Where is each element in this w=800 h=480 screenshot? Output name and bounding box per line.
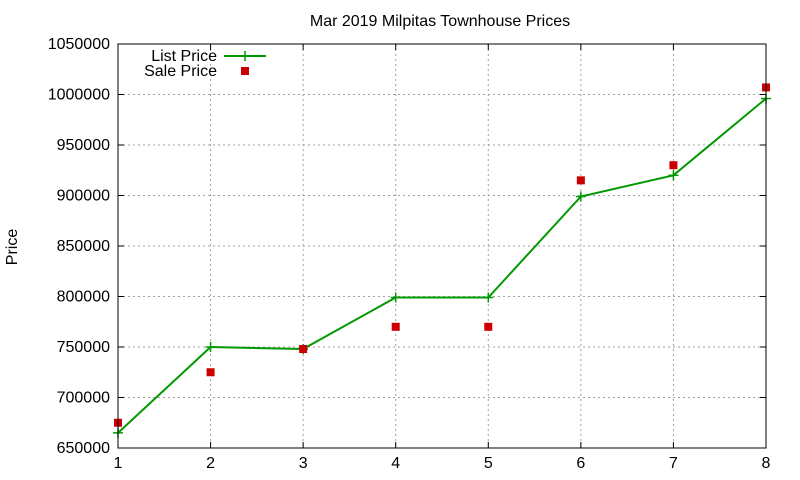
sale-price-point [669,161,678,170]
legend-marker-list-price [224,51,266,61]
grid [118,44,766,448]
x-tick-label: 6 [576,455,585,472]
chart-title: Mar 2019 Milpitas Townhouse Prices [310,13,570,30]
plot-frame [117,43,767,449]
sale-price-point [576,176,585,185]
y-tick-label: 650000 [57,440,110,457]
list-price-point [668,170,679,181]
x-tick-label: 7 [669,455,678,472]
x-axis-ticks: 1 2 3 4 5 6 7 8 [114,44,771,472]
y-tick-label: 900000 [57,188,110,205]
list-price-point [575,191,586,202]
legend-label-list-price: List Price [151,48,217,65]
y-tick-label: 950000 [57,137,110,154]
y-axis-ticks: 650000 700000 750000 800000 850000 900000 9500… [48,36,766,457]
y-tick-label: 700000 [57,390,110,407]
series-layer [113,83,771,438]
y-axis-label: Price [4,229,21,266]
x-tick-label: 4 [391,455,400,472]
x-tick-label: 5 [484,455,493,472]
legend-square [241,67,249,75]
y-tick-label: 850000 [57,238,110,255]
x-tick-label: 1 [114,455,123,472]
sale-price-point [484,322,493,331]
list-price-point [205,342,216,352]
legend: List Price Sale Price [144,48,266,80]
list-price-point [483,292,494,303]
x-tick-label: 8 [762,455,771,472]
list-price-point [390,292,401,303]
sale-price-point [391,322,400,331]
legend-plus [240,51,250,61]
y-tick-label: 750000 [57,339,110,356]
y-tick-label: 800000 [57,289,110,306]
y-tick-label: 1000000 [48,87,110,104]
x-tick-label: 3 [299,455,308,472]
list-price-line [117,97,767,434]
sale-price-point [299,345,308,354]
y-tick-label: 1050000 [48,36,110,53]
sale-price-point [206,368,215,377]
legend-marker-sale-price [241,67,249,75]
x-tick-label: 2 [206,455,215,472]
legend-label-sale-price: Sale Price [144,63,217,80]
